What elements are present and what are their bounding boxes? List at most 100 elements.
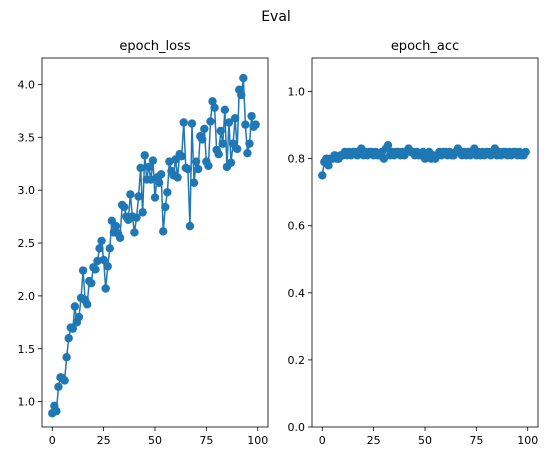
epoch-loss-data-point — [193, 164, 203, 174]
epoch-loss-data-point — [220, 105, 230, 115]
epoch-loss-data-point — [83, 300, 92, 309]
epoch-loss-title: epoch_loss — [119, 39, 190, 54]
epoch-loss-data-point — [97, 236, 106, 246]
epoch-loss-data-point — [226, 158, 236, 167]
epoch-loss-data-point — [54, 382, 63, 392]
epoch-loss-data-point — [148, 156, 158, 165]
epoch-loss-ytick-label: 2.0 — [18, 290, 36, 303]
epoch-loss-series-line — [51, 77, 257, 414]
epoch-loss-data-point — [68, 324, 78, 333]
epoch-loss-ytick-label: 4.0 — [18, 78, 36, 91]
epoch-loss-data-point — [210, 103, 219, 112]
epoch-acc-xtick-label: 75 — [469, 434, 483, 447]
epoch-loss-data-point — [237, 90, 246, 100]
epoch-loss-data-point — [138, 208, 147, 217]
epoch-acc-data-point — [324, 161, 333, 170]
epoch-loss-data-point — [136, 163, 145, 173]
epoch-loss-ytick-label: 2.5 — [18, 237, 36, 250]
epoch-loss-data-point — [191, 157, 201, 166]
epoch-loss-xtick-label: 100 — [247, 434, 268, 447]
epoch-loss-axes-frame — [41, 57, 269, 428]
subplot-epoch-loss: epoch_loss 0 25 50 75 100 1.0 1.5 2.0 2.5 3.0 3.5 4.… — [18, 39, 269, 447]
epoch-loss-data-point — [134, 192, 143, 201]
epoch-acc-ytick-label: 0.6 — [288, 220, 306, 233]
epoch-loss-data-point — [241, 120, 250, 129]
epoch-acc-data-point — [318, 171, 327, 180]
epoch-loss-data-point — [103, 262, 112, 271]
epoch-acc-title: epoch_acc — [391, 39, 459, 54]
epoch-loss-data-point — [74, 312, 84, 322]
epoch-loss-data-point — [154, 178, 164, 187]
epoch-loss-data-point — [132, 213, 141, 222]
epoch-acc-data-point — [521, 147, 530, 157]
epoch-acc-ytick-label: 0.2 — [288, 354, 306, 367]
epoch-loss-data-point — [187, 119, 197, 128]
epoch-loss-data-point — [232, 144, 242, 154]
epoch-loss-data-point — [111, 221, 121, 231]
epoch-loss-data-point — [189, 178, 199, 187]
epoch-loss-data-point — [243, 148, 252, 158]
epoch-loss-data-point — [204, 161, 213, 171]
epoch-loss-ytick-label: 3.5 — [18, 131, 36, 144]
epoch-loss-ytick-label: 1.0 — [18, 396, 36, 409]
epoch-acc-xtick-label: 25 — [367, 434, 381, 447]
figure-suptitle: Eval — [261, 9, 291, 25]
epoch-loss-data-point — [163, 188, 172, 197]
epoch-loss-ytick-label: 3.0 — [18, 184, 36, 197]
epoch-loss-data-point — [140, 151, 149, 160]
epoch-loss-data-point — [126, 190, 135, 199]
epoch-loss-data-point — [144, 162, 154, 172]
subplot-epoch-acc: epoch_acc 0 25 50 75 100 0.0 0.2 0.4 0.6 0.8 1.0 — [288, 39, 539, 447]
epoch-loss-xtick-label: 50 — [148, 434, 162, 447]
epoch-acc-data-point — [379, 154, 389, 163]
epoch-loss-data-point — [218, 139, 227, 148]
epoch-acc-data-point — [383, 141, 393, 150]
epoch-loss-data-point — [206, 117, 215, 126]
epoch-loss-data-point — [245, 139, 254, 148]
epoch-loss-data-point — [93, 256, 102, 266]
epoch-acc-ytick-label: 0.0 — [288, 421, 306, 434]
epoch-loss-data-point — [156, 170, 166, 179]
epoch-acc-xtick-label: 0 — [319, 434, 326, 447]
epoch-loss-data-point — [247, 111, 256, 121]
epoch-loss-data-point — [95, 244, 104, 253]
epoch-loss-data-point — [179, 118, 188, 127]
epoch-loss-data-point — [115, 233, 125, 242]
epoch-acc-ytick-label: 1.0 — [288, 86, 306, 99]
epoch-loss-xtick-label: 0 — [49, 434, 56, 447]
epoch-loss-data-point — [87, 279, 96, 288]
epoch-loss-data-point — [101, 284, 110, 293]
epoch-acc-ytick-label: 0.4 — [288, 287, 306, 300]
epoch-loss-data-point — [91, 265, 100, 274]
epoch-loss-data-point — [99, 255, 108, 265]
epoch-loss-xtick-label: 25 — [97, 434, 111, 447]
epoch-loss-data-point — [105, 244, 115, 253]
epoch-loss-data-point — [60, 376, 69, 385]
epoch-loss-data-point — [198, 135, 207, 144]
epoch-loss-data-point — [62, 353, 71, 362]
epoch-loss-data-point — [177, 152, 186, 161]
epoch-loss-data-point — [130, 228, 139, 237]
epoch-loss-data-point — [224, 118, 234, 127]
epoch-loss-data-point — [70, 302, 80, 311]
epoch-loss-data-point — [185, 221, 195, 231]
epoch-acc-ytick-label: 0.8 — [288, 153, 306, 166]
epoch-acc-xtick-label: 100 — [517, 434, 538, 447]
epoch-loss-data-point — [214, 150, 223, 159]
epoch-loss-data-point — [200, 124, 209, 134]
epoch-loss-data-point — [239, 73, 248, 83]
epoch-loss-ytick-label: 1.5 — [18, 343, 36, 356]
epoch-loss-data-point — [216, 126, 225, 136]
epoch-loss-data-point — [183, 164, 193, 174]
epoch-loss-data-point — [159, 227, 168, 236]
epoch-loss-data-point — [119, 202, 129, 212]
epoch-loss-data-point — [173, 173, 182, 182]
epoch-loss-data-point — [64, 333, 73, 343]
epoch-loss-data-point — [208, 97, 217, 106]
epoch-loss-data-point — [161, 202, 170, 212]
epoch-acc-axes-frame — [311, 57, 539, 428]
epoch-acc-xtick-label: 50 — [418, 434, 432, 447]
epoch-loss-data-point — [78, 266, 88, 275]
epoch-loss-xtick-label: 75 — [199, 434, 213, 447]
